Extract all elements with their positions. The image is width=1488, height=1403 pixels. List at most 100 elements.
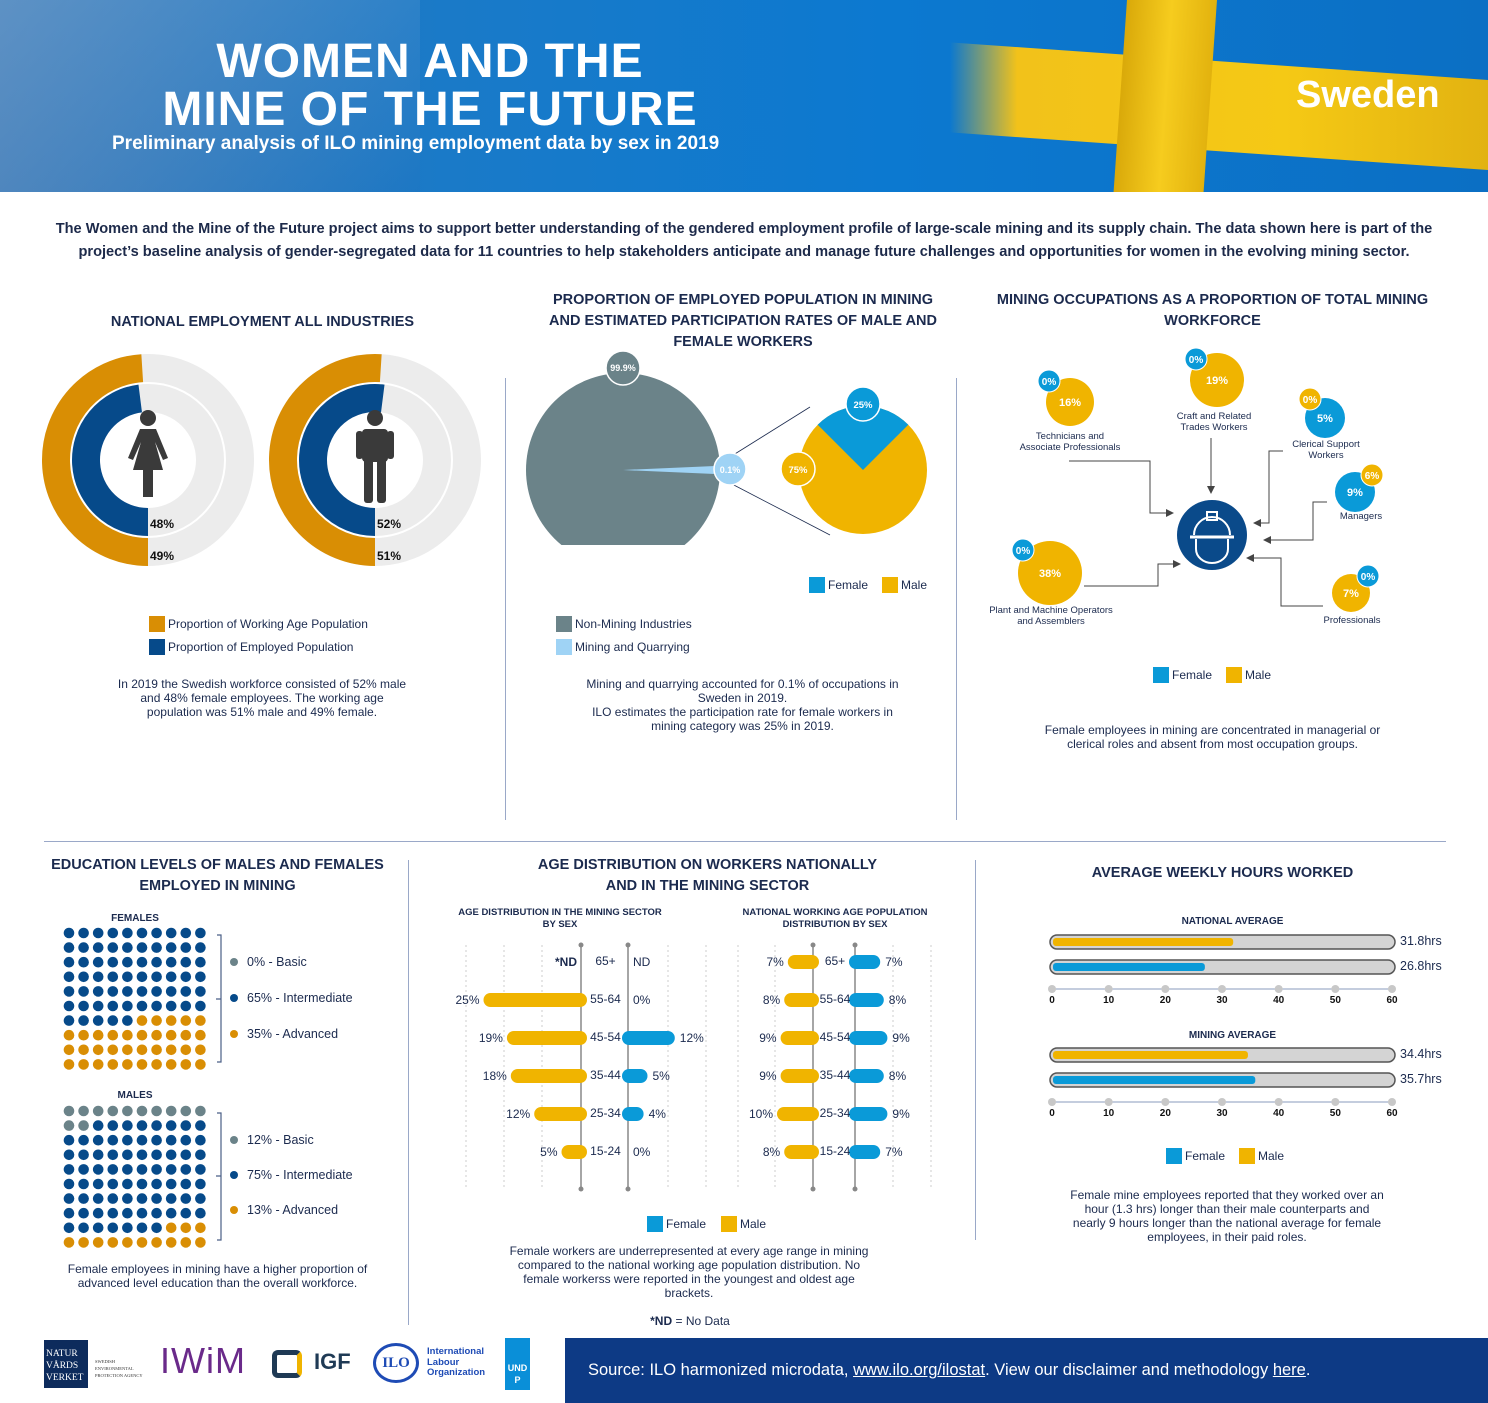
legend-label: Female	[1172, 668, 1213, 682]
legend-label: 13% - Advanced	[247, 1203, 339, 1217]
legend-advanced: 13% - Advanced	[230, 1203, 353, 1217]
dot-advanced	[165, 1237, 177, 1248]
dot-intermediate	[78, 1222, 89, 1234]
hours-note: Female mine employees reported that they…	[1070, 1188, 1384, 1244]
dot-intermediate	[78, 942, 89, 953]
dot-advanced	[107, 1237, 119, 1248]
proportion-title: PROPORTION OF EMPLOYED POPULATION IN MIN…	[520, 290, 966, 353]
dot-intermediate	[165, 927, 177, 939]
tick-dot	[1274, 985, 1283, 993]
source-text: . View our disclaimer and methodology	[985, 1361, 1269, 1379]
tick-dot	[1218, 985, 1226, 993]
education-note: Female employees in mining have a higher…	[55, 1262, 380, 1290]
igf-logo-mark	[272, 1350, 302, 1378]
legend-swatch	[149, 639, 165, 655]
title-line: AGE DISTRIBUTION ON WORKERS NATIONALLY	[537, 857, 878, 873]
legend-label: 75% - Intermediate	[247, 1168, 353, 1182]
bubble-secondary	[1298, 387, 1322, 411]
dot-advanced	[63, 1044, 75, 1056]
mining-label: 0.1%	[720, 465, 741, 475]
bar-male	[784, 1145, 819, 1159]
nd-key: *ND	[650, 1314, 673, 1328]
age-category-label: 55-64	[590, 992, 621, 1006]
legend-male: Male	[1226, 667, 1271, 683]
dot-intermediate	[63, 956, 75, 968]
bubble-secondary-value: 6%	[1365, 471, 1380, 482]
national-note: In 2019 the Swedish workforce consisted …	[117, 677, 407, 719]
female-icon	[128, 410, 168, 497]
dot-intermediate	[195, 956, 206, 968]
dot-advanced	[151, 1237, 162, 1248]
dot-advanced	[151, 1044, 162, 1056]
male-education-legend: 12% - Basic 75% - Intermediate 13% - Adv…	[230, 1133, 353, 1217]
occupation-label-line: Workers	[1308, 450, 1344, 461]
hours-title: AVERAGE WEEKLY HOURS WORKED	[1091, 865, 1354, 881]
legend-intermediate: 75% - Intermediate	[230, 1168, 353, 1182]
dot-advanced	[165, 1059, 177, 1070]
dot-advanced	[63, 1059, 75, 1070]
legend-label: 0% - Basic	[247, 955, 307, 969]
title-line: FEMALE WORKERS	[673, 334, 813, 350]
national-age-title: NATIONAL WORKING AGE POPULATION DISTRIBUT…	[715, 907, 955, 931]
dot-intermediate	[107, 956, 119, 968]
dot-intermediate	[151, 1222, 162, 1234]
dot-intermediate	[180, 1149, 192, 1161]
axis-cap	[625, 942, 631, 948]
naturvardsverket-logo[interactable]: NATUR VÅRDS VERKET	[44, 1340, 88, 1388]
male-icon	[356, 410, 394, 503]
connector-line	[729, 406, 811, 458]
age-title: AGE DISTRIBUTION ON WORKERS NATIONALLY A…	[480, 855, 935, 897]
dot-intermediate	[63, 1193, 75, 1204]
dot-intermediate	[92, 956, 104, 968]
dot-intermediate	[151, 1120, 162, 1131]
note-line: ILO estimates the participation rate for…	[592, 705, 893, 733]
note-line: clerical roles and absent from most occu…	[1067, 737, 1358, 751]
dot-advanced	[122, 1029, 133, 1041]
country-name: Sweden	[1296, 74, 1440, 116]
ilo-logo[interactable]: International Labour Organization	[427, 1346, 486, 1378]
dot-advanced	[92, 1029, 104, 1041]
female-value-label: 0%	[633, 1145, 651, 1159]
legend-female: Female	[809, 577, 868, 593]
methodology-link[interactable]: here	[1272, 1361, 1306, 1379]
dot-intermediate	[136, 1193, 148, 1204]
dot-intermediate	[107, 971, 119, 983]
igf-logo[interactable]: IGF	[314, 1349, 351, 1374]
male-value-label: *ND	[554, 955, 577, 969]
dot-intermediate	[78, 986, 89, 997]
tick-label: 20	[1159, 1108, 1171, 1119]
dot-intermediate	[136, 1120, 148, 1131]
bar-male	[506, 1031, 587, 1045]
dot-intermediate	[180, 1120, 192, 1131]
female-value-label: 0%	[633, 993, 651, 1007]
male-bubble	[780, 451, 816, 487]
title-line: AND IN THE MINING SECTOR	[605, 878, 810, 894]
dot-intermediate	[165, 986, 177, 997]
dot-advanced	[165, 1222, 177, 1234]
legend-basic: 12% - Basic	[230, 1133, 353, 1147]
ilostat-link[interactable]: www.ilo.org/ilostat	[853, 1361, 986, 1379]
dot-intermediate	[78, 1149, 89, 1161]
iwim-logo[interactable]: IWiM	[160, 1340, 246, 1381]
female-bubble	[845, 386, 881, 422]
mining-age-title: AGE DISTRIBUTION IN THE MINING SECTOR BY …	[440, 907, 680, 931]
legend-dot	[230, 1206, 238, 1214]
dot-intermediate	[122, 1000, 133, 1012]
dot-intermediate	[78, 1164, 89, 1175]
occupation-label-line: Associate Professionals	[1019, 442, 1121, 453]
hours-value-label: 35.7hrs	[1400, 1072, 1442, 1086]
working-age-arc	[269, 354, 382, 566]
male-value-label: 25%	[455, 993, 480, 1007]
divider	[44, 841, 1446, 842]
undp-logo[interactable]: UNDP	[505, 1338, 530, 1390]
dot-intermediate	[107, 1164, 119, 1175]
dot-intermediate	[107, 1000, 119, 1012]
occupation-label: Managers	[1271, 511, 1451, 522]
dot-intermediate	[122, 986, 133, 997]
axis-cap	[810, 1186, 816, 1192]
dot-basic	[92, 1105, 104, 1117]
dot-advanced	[92, 1059, 104, 1070]
legend-advanced: 35% - Advanced	[230, 1027, 353, 1041]
